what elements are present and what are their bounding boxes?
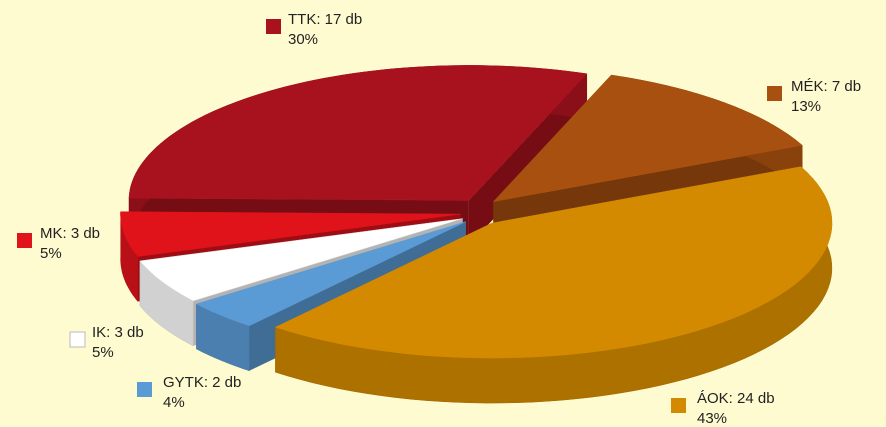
legend-swatch (17, 233, 32, 248)
data-label: GYTK: 2 db (163, 374, 241, 391)
slice-top (120, 211, 461, 257)
data-label: IK: 3 db (92, 324, 144, 341)
slice-top (274, 166, 833, 359)
data-label: ÁOK: 24 db (697, 390, 775, 407)
data-label: MÉK: 7 db (791, 78, 861, 95)
legend-swatch (137, 382, 152, 397)
slice-top (139, 218, 463, 302)
share-label: 30% (288, 31, 318, 48)
slice-top (195, 221, 467, 327)
share-label: 4% (163, 394, 185, 411)
data-label: TTK: 17 db (288, 11, 362, 28)
share-label: 5% (40, 245, 62, 262)
slice-top (128, 65, 588, 201)
slice (274, 166, 833, 404)
legend-swatch (671, 398, 686, 413)
legend-swatch (767, 86, 782, 101)
legend-swatch (69, 331, 86, 348)
share-label: 5% (92, 344, 114, 361)
share-label: 13% (791, 98, 821, 115)
data-label: MK: 3 db (40, 225, 100, 242)
slice-top (492, 74, 803, 203)
legend-swatch (266, 19, 281, 34)
share-label: 43% (697, 410, 727, 427)
